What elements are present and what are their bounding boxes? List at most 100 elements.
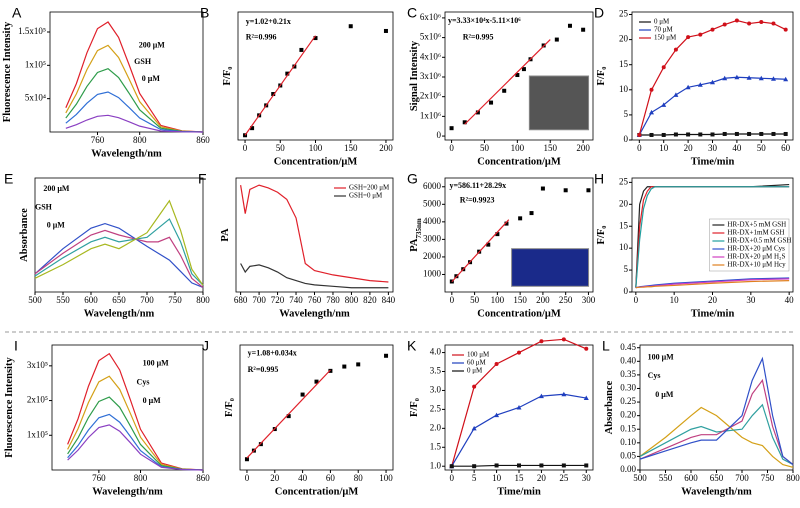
x-tick-label: 800 [345, 295, 359, 305]
marker [313, 36, 318, 41]
x-tick-label: 800 [134, 473, 148, 483]
x-tick-label: 550 [659, 473, 673, 483]
y-tick-label: 0.45 [620, 342, 636, 352]
data-line [240, 184, 389, 283]
x-tick-label: 20 [537, 473, 547, 483]
x-tick-label: 50 [480, 143, 490, 153]
data-line [34, 222, 204, 288]
y-tick-label: 2x10⁵ [27, 395, 48, 405]
x-tick-label: 700 [140, 295, 154, 305]
x-tick-label: 820 [363, 295, 377, 305]
y-tick-label: 5x10⁴ [25, 93, 46, 103]
y-axis-title-main: PA [409, 238, 420, 252]
panel-letter: F [198, 171, 207, 187]
data-line [240, 263, 389, 289]
marker [637, 132, 642, 137]
marker [554, 37, 559, 42]
annotation: 0 μM [143, 396, 162, 405]
panel-letter: E [4, 171, 13, 187]
x-tick-label: 680 [234, 295, 248, 305]
data-line [639, 406, 794, 468]
plot-frame [239, 344, 394, 471]
y-tick-label: 10 [619, 242, 629, 252]
annotation: GSH [35, 202, 53, 211]
y-tick-label: 5 [624, 264, 629, 274]
x-tick-label: 860 [196, 473, 210, 483]
y-axis-title: F/F₀ [596, 67, 607, 86]
x-tick-label: 700 [252, 295, 266, 305]
marker [271, 92, 276, 97]
y-tick-label: 5 [624, 109, 629, 119]
annotation: 200 μM [43, 184, 70, 193]
data-line [65, 21, 204, 133]
y-tick-label: 0 [437, 130, 442, 140]
x-tick-label: 50 [470, 295, 480, 305]
x-tick-label: 150 [344, 143, 358, 153]
legend-label: 60 μM [467, 359, 487, 367]
marker [539, 463, 544, 468]
inset-image [528, 75, 590, 131]
y-axis-title-main: F/F₀ [222, 67, 233, 86]
marker [710, 27, 715, 32]
y-axis-title-main: F/F₀ [409, 398, 420, 417]
data-line [246, 369, 331, 459]
data-line [639, 378, 794, 466]
marker [517, 463, 521, 468]
marker [449, 464, 454, 469]
panel-letter: C [407, 5, 417, 21]
x-tick-label: 20 [270, 473, 280, 483]
x-tick-label: 700 [735, 473, 749, 483]
y-tick-label: 1x10⁵ [27, 429, 48, 439]
legend-label: 150 μM [654, 34, 677, 42]
x-tick-label: 150 [513, 295, 527, 305]
annotation: 100 μM [648, 352, 675, 361]
y-axis-title: Signal Intensity [409, 40, 420, 111]
marker [495, 232, 500, 237]
marker [342, 364, 347, 369]
x-tick-label: 200 [379, 143, 393, 153]
marker [540, 186, 545, 191]
marker [783, 27, 788, 32]
marker [710, 132, 715, 137]
marker [561, 391, 567, 397]
annotation: y=586.11+28.29x [449, 181, 506, 190]
x-tick-label: 80 [354, 473, 364, 483]
marker [649, 87, 654, 92]
marker [494, 463, 499, 468]
x-tick-label: 500 [633, 473, 647, 483]
marker [356, 362, 361, 367]
legend-label: 0 μM [467, 367, 483, 375]
y-tick-label: 1.5 [430, 441, 442, 451]
marker [521, 67, 526, 72]
panel-letter: D [594, 5, 604, 21]
x-axis-title: Concentration/μM [274, 156, 358, 167]
x-tick-label: 30 [708, 143, 718, 153]
x-tick-label: 780 [326, 295, 340, 305]
y-tick-label: 1.5x10⁵ [18, 26, 46, 36]
marker [771, 21, 776, 26]
data-line [65, 114, 204, 133]
y-tick-label: 0.00 [620, 464, 636, 474]
x-axis-title: Time/min [691, 308, 735, 319]
marker [783, 76, 789, 82]
marker [515, 73, 520, 78]
marker [698, 132, 703, 137]
data-line [451, 219, 510, 283]
x-tick-label: 100 [309, 143, 323, 153]
x-tick-label: 15 [515, 473, 525, 483]
x-tick-label: 10 [492, 473, 502, 483]
panel-letter: J [202, 338, 209, 354]
plot-frame [51, 344, 204, 471]
x-tick-label: 40 [732, 143, 742, 153]
x-tick-label: 0 [634, 295, 639, 305]
data-line [67, 396, 204, 471]
legend-label: HR-DX+0.5 mM GSH [727, 237, 791, 245]
x-tick-label: 750 [168, 295, 182, 305]
x-axis-title: Wavelength/nm [84, 308, 155, 319]
marker [504, 221, 509, 226]
y-axis-title-main: Signal Intensity [409, 40, 420, 111]
data-line [65, 44, 204, 133]
marker [250, 126, 255, 131]
data-line [34, 229, 204, 288]
data-line [34, 199, 204, 286]
